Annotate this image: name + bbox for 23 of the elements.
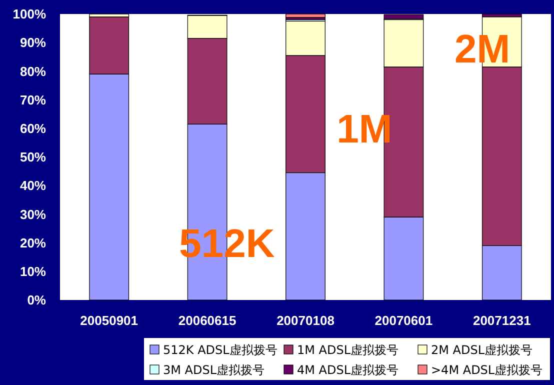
y-tick-label: 90% [20, 35, 46, 50]
y-tick-label: 10% [20, 264, 46, 279]
legend-label: 4M ADSL虚拟拨号 [297, 363, 399, 378]
y-tick-label: 50% [20, 150, 46, 165]
legend-label: 1M ADSL虚拟拨号 [297, 343, 399, 358]
x-tick-label: 20070108 [276, 313, 334, 328]
y-tick-label: 20% [20, 235, 46, 250]
y-tick-label: 0% [27, 292, 46, 308]
x-tick-label: 20070601 [374, 313, 433, 328]
y-tick-label: 60% [20, 120, 46, 136]
legend-label: >4M ADSL虚拟拨号 [431, 363, 543, 378]
y-tick-label: 100% [12, 6, 46, 22]
x-tick-label: 20050901 [80, 313, 138, 328]
y-tick-label: 30% [20, 206, 46, 222]
legend-label: 2M ADSL虚拟拨号 [431, 343, 533, 358]
legend-label: 3M ADSL虚拟拨号 [163, 363, 265, 378]
y-tick-label: 80% [20, 64, 46, 79]
y-tick-label: 40% [20, 178, 46, 194]
y-tick-label: 70% [20, 92, 46, 108]
x-tick-label: 20071231 [472, 313, 531, 328]
legend-label: 512K ADSL虚拟拨号 [163, 343, 278, 358]
x-tick-label: 20060615 [178, 313, 236, 328]
bar [286, 14, 326, 18]
